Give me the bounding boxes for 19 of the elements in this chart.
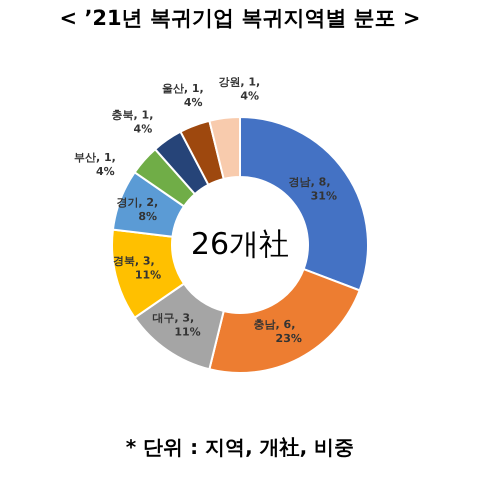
slice-label: 부산 <box>74 151 96 164</box>
slice-label: 경남 <box>288 175 311 188</box>
slice-label: 강원 <box>218 75 240 88</box>
data-label: , 3, 11% <box>134 254 162 282</box>
text: 26개社 <box>190 227 290 262</box>
text: * 단위 : 지역, 개社, 비중 <box>126 435 354 459</box>
slice-label: 충남 <box>254 318 276 331</box>
data-label: , 6, 23% <box>276 318 302 345</box>
slice-label: 충북 <box>112 108 134 122</box>
chart-title: < ’21년 복귀기업 복귀지역별 분포 > <box>60 6 420 30</box>
data-label: , 8, 31% <box>310 175 337 202</box>
data-label: , 1, 4% <box>184 82 204 109</box>
slice-label: 대구 <box>152 312 174 325</box>
data-label: , 2, 8% <box>138 196 158 224</box>
data-label: , 1, 4% <box>96 151 116 178</box>
slice-label: 울산 <box>162 82 184 95</box>
data-label: , 3, 11% <box>174 312 201 339</box>
data-label: , 1, 4% <box>240 75 260 102</box>
data-label: , 1, 4% <box>134 108 154 136</box>
